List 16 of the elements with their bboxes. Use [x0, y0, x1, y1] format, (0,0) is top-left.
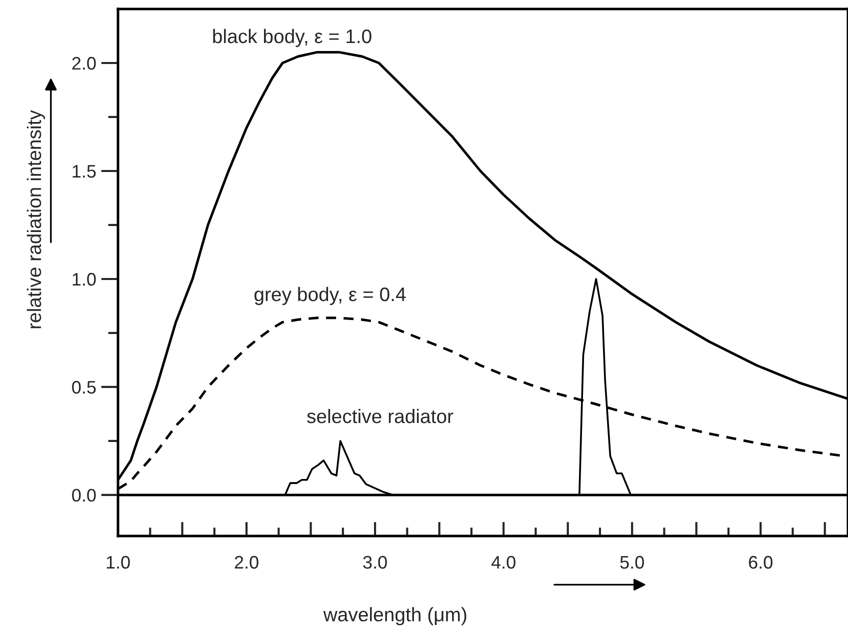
y-tick-label: 0.5 — [72, 380, 96, 394]
x-tick-label: 6.0 — [748, 556, 772, 569]
x-tick-label: 4.0 — [491, 556, 516, 569]
x-axis-title: wavelength (μm) — [323, 607, 466, 626]
y-axis-title: relative radiation intensity — [26, 110, 45, 328]
annotation: grey body, ε = 0.4 — [254, 286, 406, 306]
y-tick-label: 1.5 — [72, 165, 96, 178]
y-tick-label: 0.0 — [72, 488, 96, 502]
annotation: selective radiator — [307, 408, 454, 424]
x-tick-label: 5.0 — [620, 556, 644, 569]
y-tick-label: 2.0 — [72, 56, 96, 70]
annotation: black body, ε = 1.0 — [213, 28, 372, 48]
x-tick-label: 2.0 — [234, 556, 258, 569]
y-tick-label: 1.0 — [72, 272, 96, 286]
x-tick-label: 3.0 — [363, 556, 387, 569]
x-tick-label: 1.0 — [106, 556, 130, 569]
